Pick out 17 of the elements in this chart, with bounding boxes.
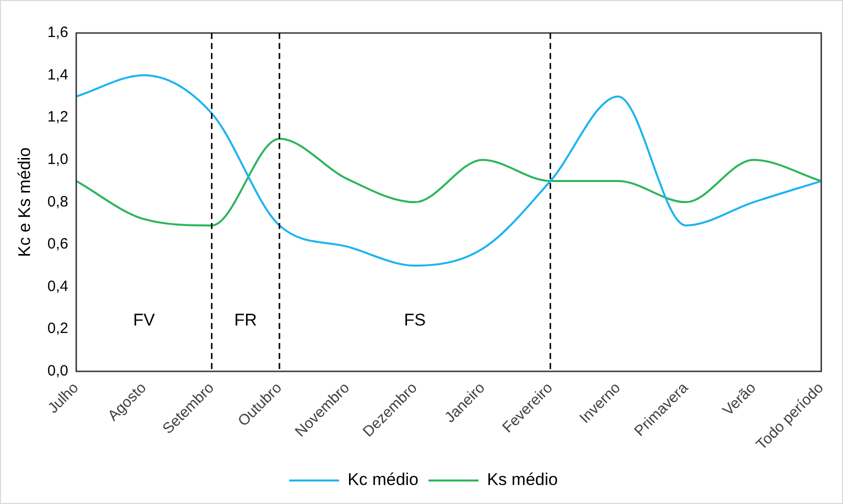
y-tick-label: 0,2: [47, 320, 68, 338]
y-tick-label: 0,4: [47, 278, 68, 295]
annotation: FV: [133, 310, 156, 330]
line-series: [75, 74, 822, 267]
line-series: [75, 138, 822, 226]
annotation: FS: [404, 310, 426, 330]
y-tick-label: 1,4: [47, 66, 68, 84]
y-tick-label: 1,6: [47, 24, 68, 42]
annotation: FR: [234, 310, 257, 330]
y-axis-title: Kc e Ks médio: [14, 147, 34, 257]
y-tick-label: 1,0: [47, 151, 68, 168]
y-tick-label: 1,2: [47, 108, 68, 126]
y-tick-label: 0,0: [47, 362, 68, 380]
legend-label: Ks médio: [487, 470, 558, 490]
legend-label: Kc médio: [348, 470, 419, 490]
y-tick-label: 0,6: [47, 236, 68, 253]
y-tick-label: 0,8: [47, 193, 68, 210]
